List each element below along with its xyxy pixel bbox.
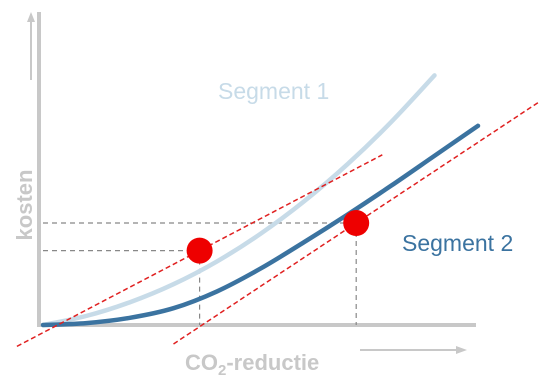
y-arrow [27,12,35,80]
tangent-line-1 [16,154,383,348]
series-label-segment-2: Segment 2 [402,230,513,256]
y-axis-label: kosten [12,170,37,241]
tangent-point-1 [186,237,213,264]
series-line-1 [40,73,437,328]
series-line-2 [40,123,481,328]
tangent-point-2 [343,210,370,236]
x-arrow [360,346,467,354]
x-axis-label-rest: -reductie [226,350,319,375]
series-label-segment-1: Segment 1 [218,78,329,104]
x-axis-label: CO2-reductie [185,350,319,379]
x-axis-label-main: CO [185,350,218,375]
x-axis-label-sub: 2 [218,362,226,379]
